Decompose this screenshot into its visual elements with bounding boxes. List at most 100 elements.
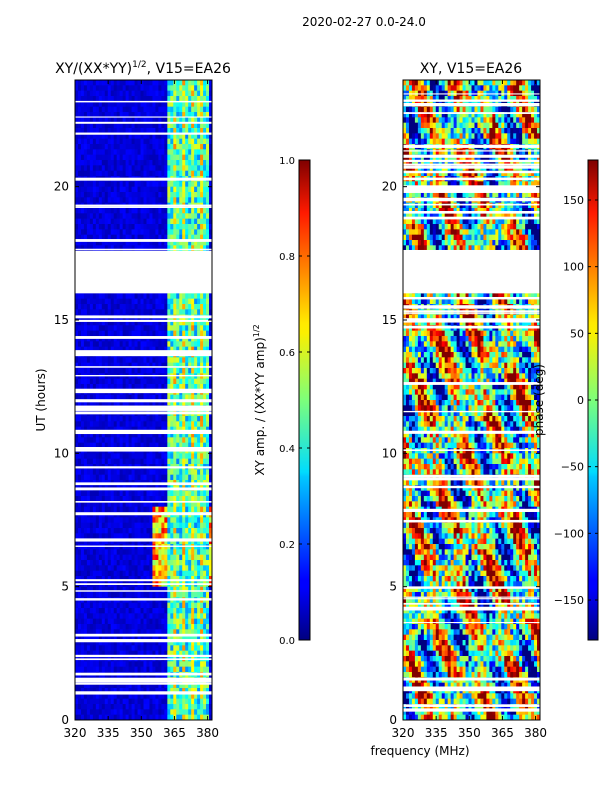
heatmap-cell xyxy=(116,501,121,508)
heatmap-cell xyxy=(80,522,85,529)
heatmap-cell xyxy=(122,437,127,444)
heatmap-cell xyxy=(161,218,165,225)
heatmap-cell xyxy=(86,320,91,326)
heatmap-cell xyxy=(75,618,79,625)
heatmap-cell xyxy=(203,645,207,652)
heatmap-cell xyxy=(122,474,127,481)
heatmap-cell xyxy=(194,85,198,92)
heatmap-cell xyxy=(119,522,124,529)
heatmap-cell xyxy=(75,122,79,129)
heatmap-cell xyxy=(158,362,162,369)
heatmap-cell xyxy=(197,576,201,582)
heatmap-cell xyxy=(197,144,201,150)
heatmap-cell xyxy=(197,426,201,433)
heatmap-cell xyxy=(185,533,189,540)
heatmap-cell xyxy=(107,554,112,561)
heatmap-cell xyxy=(188,458,192,465)
heatmap-cell xyxy=(80,112,85,118)
heatmap-cell xyxy=(170,608,174,614)
heatmap-cell xyxy=(176,469,180,476)
heatmap-cell xyxy=(125,106,130,113)
heatmap-cell xyxy=(95,144,100,150)
heatmap-cell xyxy=(167,112,171,118)
heatmap-cell xyxy=(104,309,109,316)
heatmap-cell xyxy=(75,133,79,140)
heatmap-cell xyxy=(131,160,135,166)
heatmap-cell xyxy=(182,394,186,401)
heatmap-cell xyxy=(83,186,88,193)
heatmap-cell xyxy=(149,592,153,598)
heatmap-cell xyxy=(152,560,156,566)
heatmap-cell xyxy=(194,181,198,188)
heatmap-cell xyxy=(80,629,85,636)
heatmap-cell xyxy=(152,128,156,134)
heatmap-cell xyxy=(161,634,165,641)
heatmap-cell xyxy=(209,85,212,92)
heatmap-cell xyxy=(158,469,162,476)
heatmap-cell xyxy=(179,458,183,465)
heatmap-cell xyxy=(209,149,212,156)
heatmap-cell xyxy=(170,592,174,598)
heatmap-cell xyxy=(77,650,82,657)
heatmap-cell xyxy=(206,245,210,252)
heatmap-cell xyxy=(75,106,79,113)
heatmap-cell xyxy=(176,384,180,390)
heatmap-cell xyxy=(107,629,112,636)
heatmap-cell xyxy=(101,602,106,609)
heatmap-cell xyxy=(131,96,135,102)
heatmap-cell xyxy=(137,160,141,166)
heatmap-cell xyxy=(146,85,150,92)
heatmap-cell xyxy=(152,506,156,513)
heatmap-cell xyxy=(191,320,195,326)
heatmap-cell xyxy=(164,458,168,465)
heatmap-cell xyxy=(104,229,109,236)
heatmap-cell xyxy=(125,426,130,433)
heatmap-cell xyxy=(149,560,153,566)
heatmap-cell xyxy=(113,570,118,577)
heatmap-cell xyxy=(149,458,153,465)
heatmap-cell xyxy=(77,309,82,316)
heatmap-cell xyxy=(170,453,174,460)
heatmap-cell xyxy=(134,117,138,124)
heatmap-cell xyxy=(122,304,127,310)
heatmap-cell xyxy=(83,474,88,481)
heatmap-cell xyxy=(128,234,132,241)
heatmap-cell xyxy=(119,357,124,364)
heatmap-cell xyxy=(182,218,186,225)
heatmap-cell xyxy=(158,496,162,502)
heatmap-cell xyxy=(158,421,162,428)
heatmap-cell xyxy=(92,112,97,118)
heatmap-cell xyxy=(209,506,212,513)
heatmap-cell xyxy=(209,181,212,188)
heatmap-cell xyxy=(182,309,186,316)
heatmap-cell xyxy=(167,496,171,502)
heatmap-cell xyxy=(164,117,168,124)
heatmap-cell xyxy=(152,208,156,214)
heatmap-cell xyxy=(137,613,141,620)
heatmap-cell xyxy=(152,554,156,561)
heatmap-cell xyxy=(75,565,79,572)
heatmap-cell xyxy=(200,133,204,140)
heatmap-cell xyxy=(80,634,85,641)
heatmap-cell xyxy=(137,298,141,305)
heatmap-cell xyxy=(194,320,198,326)
heatmap-cell xyxy=(83,618,88,625)
heatmap-cell xyxy=(83,224,88,230)
heatmap-cell xyxy=(116,490,121,497)
heatmap-cell xyxy=(200,341,204,348)
heatmap-cell xyxy=(83,432,88,438)
heatmap-cell xyxy=(137,240,141,246)
heatmap-cell xyxy=(75,144,79,150)
heatmap-cell xyxy=(128,437,132,444)
heatmap-cell xyxy=(167,362,171,369)
heatmap-cell xyxy=(209,117,212,124)
heatmap-cell xyxy=(75,522,79,529)
heatmap-cell xyxy=(155,122,159,129)
heatmap-cell xyxy=(203,186,207,193)
heatmap-cell xyxy=(119,80,124,86)
heatmap-cell xyxy=(191,533,195,540)
heatmap-cell xyxy=(116,368,121,374)
heatmap-cell xyxy=(104,437,109,444)
heatmap-cell xyxy=(197,309,201,316)
heatmap-cell xyxy=(89,560,94,566)
